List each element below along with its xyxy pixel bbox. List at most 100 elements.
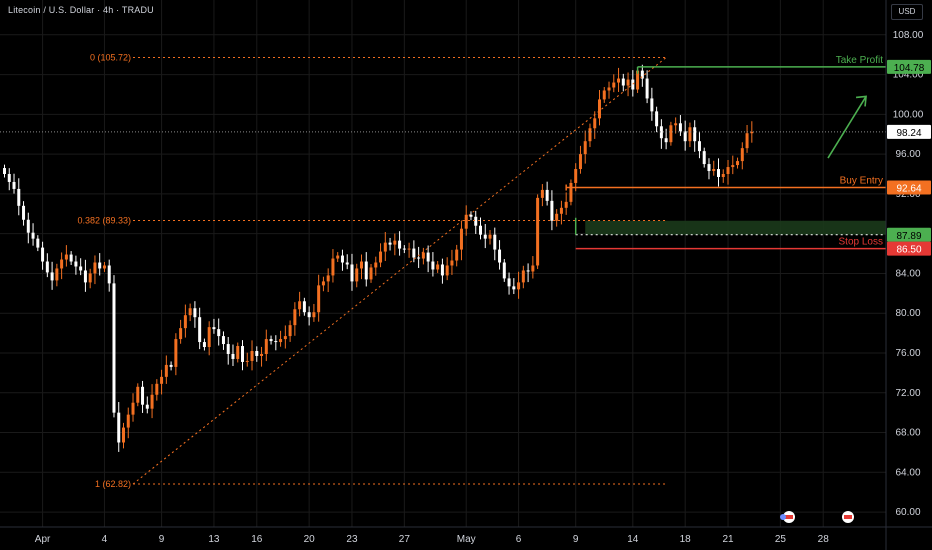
candle-body: [502, 262, 506, 279]
candle-body: [678, 123, 682, 132]
candle-body: [231, 353, 235, 359]
candle-body: [540, 189, 544, 198]
time-axis[interactable]: Apr 4 9 13 16 20 23 27 May 6 9 14 18 21 25 28: [0, 526, 932, 545]
candle-body: [102, 265, 106, 269]
candle-body: [617, 78, 621, 83]
candle-body: [407, 248, 411, 250]
candle-body: [526, 270, 530, 272]
entry-zone-rect: [585, 220, 886, 235]
candle-body: [60, 259, 64, 269]
candle-body: [98, 262, 102, 269]
candle-body: [279, 339, 283, 343]
candle-body: [79, 266, 83, 271]
price-tick-label: 108.00: [893, 30, 924, 41]
candle-body: [578, 154, 582, 170]
zone-price-badge-bg: [887, 227, 931, 242]
entry-zone: [575, 220, 886, 236]
chart-title: Litecoin / U.S. Dollar · 4h · TRADU: [8, 5, 154, 15]
candle-body: [417, 257, 421, 259]
candle-body: [726, 167, 730, 175]
buy-entry-badge: 92.64: [896, 184, 921, 195]
candle-body: [355, 268, 359, 282]
candle-body: [736, 161, 740, 166]
candle-body: [626, 79, 630, 86]
candle-body: [198, 317, 202, 343]
chart-extras: [780, 95, 867, 523]
candle-body: [674, 123, 678, 126]
time-tick-label: 4: [102, 534, 108, 545]
candle-body: [26, 219, 30, 233]
candle-body: [350, 264, 354, 282]
fib-trend-line: [132, 57, 667, 485]
candle-body: [169, 364, 173, 367]
time-tick-label: 13: [208, 534, 220, 545]
candle-body: [107, 265, 111, 284]
candle-body: [74, 261, 78, 267]
candle-body: [459, 228, 463, 250]
price-tick-label: 64.00: [895, 467, 920, 478]
time-tick-label: 9: [573, 534, 579, 545]
candle-body: [393, 240, 397, 245]
candles: [3, 64, 754, 452]
candle-body: [179, 328, 183, 340]
candle-body: [212, 327, 216, 330]
candle-body: [274, 341, 278, 343]
stop-loss-badge-bg: [887, 241, 931, 256]
candle-body: [202, 342, 206, 348]
candle-body: [507, 278, 511, 287]
candle-body: [426, 252, 430, 262]
candle-body: [693, 127, 697, 142]
candle-body: [712, 169, 716, 172]
time-tick-label: 20: [304, 534, 316, 545]
candle-body: [250, 351, 254, 361]
candle-body: [236, 346, 240, 359]
candle-body: [136, 386, 140, 403]
candle-body: [659, 126, 663, 139]
candle-body: [574, 169, 578, 183]
candle-body: [193, 308, 197, 318]
take-profit-label: Take Profit: [836, 55, 883, 66]
candle-body: [631, 79, 635, 90]
candle-body: [69, 254, 73, 262]
time-tick-label: 21: [722, 534, 734, 545]
candle-body: [745, 133, 749, 149]
price-tick-label: 100.00: [893, 109, 924, 120]
stop-loss-badge: 86.50: [896, 245, 921, 256]
candle-body: [464, 214, 468, 229]
candle-body: [307, 312, 311, 318]
time-tick-label: 9: [159, 534, 165, 545]
candle-body: [131, 402, 135, 415]
candle-body: [655, 111, 659, 127]
candle-body: [483, 234, 487, 239]
candle-body: [122, 427, 125, 443]
candle-body: [302, 301, 306, 313]
candle-body: [117, 412, 121, 443]
candle-body: [164, 364, 168, 377]
time-tick-label: 18: [680, 534, 692, 545]
candle-body: [588, 128, 592, 142]
candle-body: [12, 181, 16, 189]
price-tick-label: 84.00: [895, 268, 920, 279]
event-flag-stripe: [844, 515, 852, 519]
stop-loss-label: Stop Loss: [839, 237, 883, 248]
candle-body: [621, 78, 625, 86]
time-tick-label: 14: [627, 534, 639, 545]
candle-body: [612, 82, 616, 88]
candle-body: [312, 312, 316, 318]
take-profit-badge-bg: [887, 59, 931, 74]
fibonacci-retracement: 0 (105.72) 0.382 (89.33) 1 (62.82): [77, 52, 667, 489]
current-price-badge: 98.24: [896, 128, 921, 139]
candle-body: [488, 234, 492, 239]
price-axis[interactable]: 60.0064.0068.0072.0076.0080.0084.0088.00…: [885, 0, 924, 550]
candle-body: [241, 346, 244, 362]
candle-body: [669, 125, 673, 143]
candle-body: [664, 138, 668, 143]
forecast-arrow-head: [855, 95, 867, 107]
currency-button[interactable]: USD: [891, 4, 923, 20]
fib-level-label: 0.382 (89.33): [77, 215, 131, 225]
candle-body: [298, 301, 302, 310]
candle-body: [255, 351, 259, 356]
candle-body: [112, 283, 116, 413]
candle-body: [412, 248, 416, 258]
